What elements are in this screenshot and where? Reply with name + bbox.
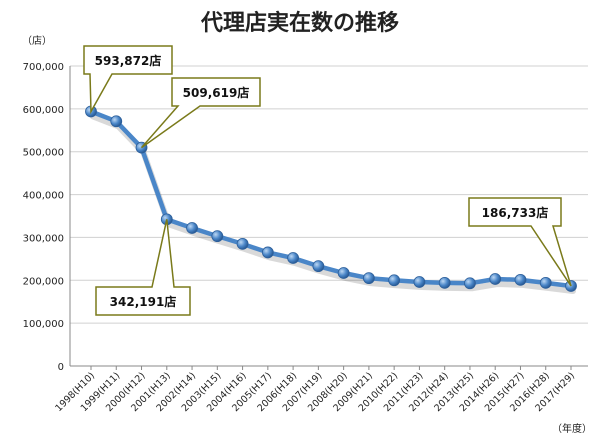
data-point	[362, 272, 375, 285]
callout-box	[83, 45, 173, 115]
y-tick-label: 500,000	[23, 148, 64, 159]
y-tick-label: 400,000	[23, 191, 64, 202]
callout-label: 509,619店	[183, 85, 250, 100]
data-point	[186, 222, 198, 234]
callout-box	[468, 197, 572, 287]
data-point	[514, 273, 527, 286]
y-tick-label: 600,000	[23, 105, 64, 116]
callout-label: 186,733店	[482, 205, 549, 220]
data-point	[438, 276, 451, 289]
data-point	[236, 237, 249, 250]
y-tick-label: 700,000	[23, 62, 64, 73]
y-tick-label: 300,000	[23, 233, 64, 244]
chart-title: 代理店実在数の推移	[200, 10, 399, 36]
series-line-shadow	[90, 113, 576, 294]
callout: 186,733店	[468, 197, 572, 287]
series-markers	[85, 105, 577, 292]
callout-box	[95, 219, 191, 316]
callout-label: 342,191店	[110, 294, 177, 309]
callout-box	[140, 77, 261, 149]
data-point	[261, 246, 274, 259]
x-axis-unit: （年度）	[552, 422, 592, 435]
data-point	[312, 260, 325, 273]
callout: 509,619店	[140, 77, 261, 149]
data-point	[211, 230, 224, 243]
data-point	[539, 276, 552, 289]
y-axis-ticks: 0 100,000 200,000 300,000 400,000 500,000 600,…	[23, 62, 64, 373]
callout-label: 593,872店	[95, 53, 162, 68]
data-point	[489, 273, 502, 285]
callouts: 593,872店 509,619店 342,191店 186,733店	[83, 45, 572, 316]
data-point	[413, 276, 426, 288]
y-axis-unit: （店）	[22, 34, 52, 47]
callout: 342,191店	[95, 219, 191, 316]
x-axis-ticks: 1998(H10)1999(H11)2000(H12)2001(H13)2002…	[53, 366, 577, 414]
data-point	[464, 277, 476, 290]
y-tick-label: 0	[58, 362, 64, 373]
data-point	[287, 252, 300, 264]
data-point	[388, 274, 401, 287]
data-point	[110, 115, 123, 128]
y-tick-label: 100,000	[23, 319, 64, 330]
data-point	[337, 267, 350, 279]
callout: 593,872店	[83, 45, 173, 115]
y-tick-label: 200,000	[23, 276, 64, 287]
